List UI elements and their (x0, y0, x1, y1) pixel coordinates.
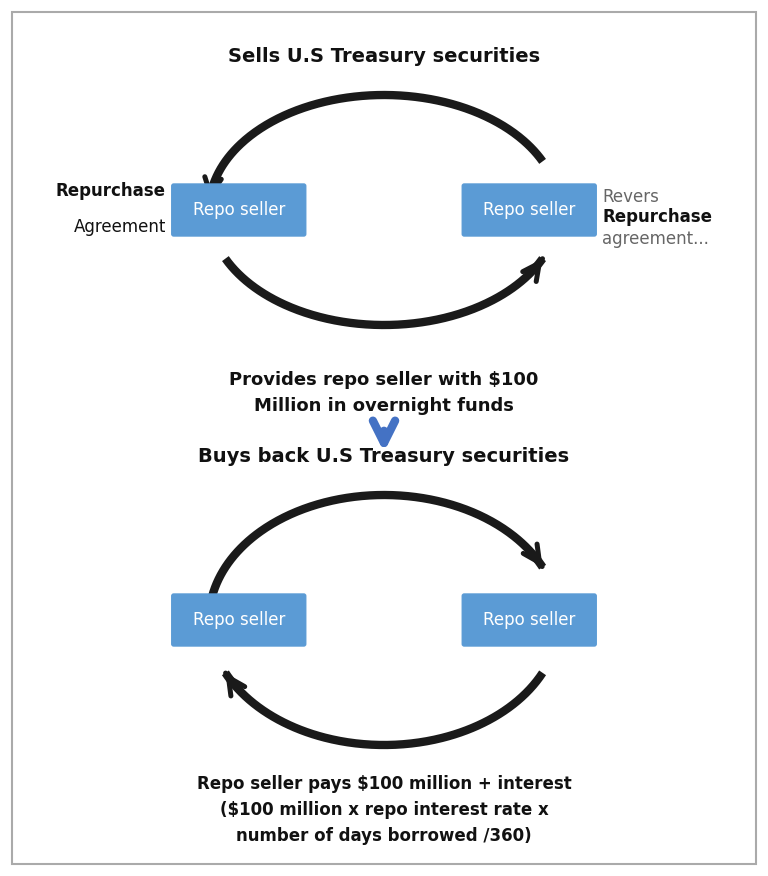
Text: agreement...: agreement... (602, 230, 709, 248)
Text: Repo seller pays $100 million + interest: Repo seller pays $100 million + interest (197, 775, 571, 793)
Text: Agreement: Agreement (74, 218, 166, 236)
Text: Repo seller: Repo seller (193, 611, 285, 629)
Text: Sells U.S Treasury securities: Sells U.S Treasury securities (228, 47, 540, 67)
Text: Repurchase: Repurchase (602, 208, 712, 226)
Text: Repo seller: Repo seller (483, 611, 575, 629)
FancyBboxPatch shape (172, 184, 306, 236)
Text: Repurchase: Repurchase (56, 182, 166, 200)
FancyBboxPatch shape (172, 594, 306, 646)
Text: Revers: Revers (602, 188, 659, 206)
FancyBboxPatch shape (462, 184, 596, 236)
Text: Buys back U.S Treasury securities: Buys back U.S Treasury securities (198, 448, 570, 467)
Text: Repo seller: Repo seller (483, 201, 575, 219)
Text: Repo seller: Repo seller (193, 201, 285, 219)
Text: number of days borrowed /360): number of days borrowed /360) (237, 827, 531, 845)
Text: Provides repo seller with $100: Provides repo seller with $100 (230, 371, 538, 389)
Text: ($100 million x repo interest rate x: ($100 million x repo interest rate x (220, 801, 548, 819)
Text: Million in overnight funds: Million in overnight funds (254, 397, 514, 415)
FancyBboxPatch shape (462, 594, 596, 646)
